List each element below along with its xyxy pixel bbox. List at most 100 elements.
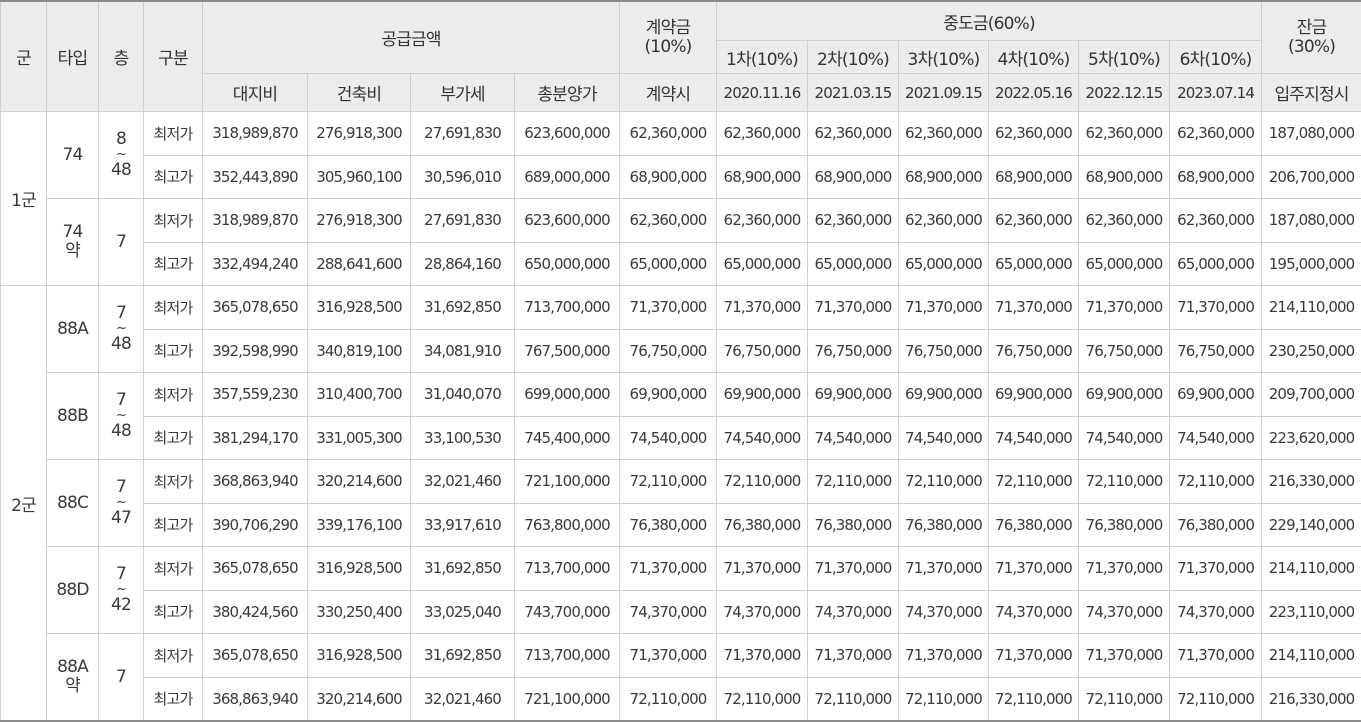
amount-contract: 62,360,000 — [620, 199, 717, 243]
header-middle-installment: 3차(10%) — [899, 41, 989, 74]
amount-m4: 71,370,000 — [989, 547, 1079, 591]
amount-contract: 76,750,000 — [620, 329, 717, 373]
amount-m2: 74,540,000 — [808, 416, 899, 460]
amount-m5: 74,370,000 — [1079, 590, 1170, 634]
amount-m5: 71,370,000 — [1079, 547, 1170, 591]
amount-land: 390,706,290 — [203, 503, 308, 547]
amount-m4: 68,900,000 — [989, 155, 1079, 199]
amount-build: 316,928,500 — [308, 634, 411, 678]
floor-cell: 7 — [99, 634, 144, 722]
amount-balance: 229,140,000 — [1262, 503, 1361, 547]
amount-vat: 31,692,850 — [411, 286, 515, 330]
amount-m3: 74,370,000 — [899, 590, 989, 634]
amount-m6: 76,380,000 — [1170, 503, 1262, 547]
amount-land: 332,494,240 — [203, 242, 308, 286]
amount-balance: 214,110,000 — [1262, 547, 1361, 591]
type-cell: 74 — [47, 112, 99, 199]
amount-m2: 74,370,000 — [808, 590, 899, 634]
type-suffix: 약 — [47, 677, 98, 696]
header-supply-column: 대지비 — [203, 74, 308, 112]
header-floor: 층 — [99, 1, 144, 112]
amount-land: 380,424,560 — [203, 590, 308, 634]
amount-m3: 72,110,000 — [899, 677, 989, 721]
floor-cell: 7~48 — [99, 286, 144, 373]
amount-m2: 65,000,000 — [808, 242, 899, 286]
floor-cell: 8~48 — [99, 112, 144, 199]
amount-land: 392,598,990 — [203, 329, 308, 373]
header-middle-date: 2022.05.16 — [989, 74, 1079, 112]
header-balance-title: 잔금 — [1262, 19, 1361, 38]
amount-contract: 71,370,000 — [620, 547, 717, 591]
header-middle-date: 2022.12.15 — [1079, 74, 1170, 112]
header-contract-timing: 계약시 — [620, 74, 717, 112]
type-cell: 88C — [47, 460, 99, 547]
amount-balance: 214,110,000 — [1262, 286, 1361, 330]
floor-from: 7 — [99, 233, 143, 252]
amount-total: 650,000,000 — [515, 242, 620, 286]
amount-build: 288,641,600 — [308, 242, 411, 286]
amount-contract: 74,540,000 — [620, 416, 717, 460]
amount-total: 713,700,000 — [515, 286, 620, 330]
floor-from: 7 — [99, 668, 143, 687]
amount-m2: 71,370,000 — [808, 547, 899, 591]
floor-cell: 7~48 — [99, 373, 144, 460]
amount-m1: 71,370,000 — [717, 634, 808, 678]
header-balance-rate: (30%) — [1262, 38, 1361, 57]
amount-m6: 62,360,000 — [1170, 199, 1262, 243]
amount-m3: 71,370,000 — [899, 286, 989, 330]
amount-m6: 71,370,000 — [1170, 286, 1262, 330]
amount-m2: 62,360,000 — [808, 199, 899, 243]
amount-m5: 62,360,000 — [1079, 112, 1170, 156]
amount-m3: 71,370,000 — [899, 547, 989, 591]
price-kind: 최고가 — [144, 242, 203, 286]
type-label: 88A — [47, 320, 98, 339]
amount-m6: 68,900,000 — [1170, 155, 1262, 199]
amount-m3: 65,000,000 — [899, 242, 989, 286]
amount-m2: 72,110,000 — [808, 677, 899, 721]
amount-m3: 62,360,000 — [899, 112, 989, 156]
floor-to: 48 — [99, 422, 143, 441]
amount-m1: 69,900,000 — [717, 373, 808, 417]
amount-m6: 72,110,000 — [1170, 460, 1262, 504]
amount-build: 310,400,700 — [308, 373, 411, 417]
amount-total: 743,700,000 — [515, 590, 620, 634]
amount-m3: 74,540,000 — [899, 416, 989, 460]
amount-m1: 74,540,000 — [717, 416, 808, 460]
header-middle-installment: 6차(10%) — [1170, 41, 1262, 74]
header-type: 타입 — [47, 1, 99, 112]
amount-vat: 31,040,070 — [411, 373, 515, 417]
amount-m4: 62,360,000 — [989, 112, 1079, 156]
amount-land: 352,443,890 — [203, 155, 308, 199]
amount-m4: 76,380,000 — [989, 503, 1079, 547]
header-middle-installment: 1차(10%) — [717, 41, 808, 74]
type-label: 88B — [47, 407, 98, 426]
amount-m2: 62,360,000 — [808, 112, 899, 156]
floor-cell: 7~47 — [99, 460, 144, 547]
header-group: 군 — [1, 1, 47, 112]
amount-vat: 31,692,850 — [411, 547, 515, 591]
amount-m6: 65,000,000 — [1170, 242, 1262, 286]
amount-m1: 71,370,000 — [717, 547, 808, 591]
header-contract-rate: (10%) — [620, 38, 716, 57]
amount-contract: 62,360,000 — [620, 112, 717, 156]
amount-m4: 74,370,000 — [989, 590, 1079, 634]
amount-total: 721,100,000 — [515, 460, 620, 504]
amount-contract: 69,900,000 — [620, 373, 717, 417]
header-middle-date: 2023.07.14 — [1170, 74, 1262, 112]
amount-m5: 76,380,000 — [1079, 503, 1170, 547]
type-label: 74 — [47, 146, 98, 165]
amount-build: 316,928,500 — [308, 286, 411, 330]
amount-vat: 34,081,910 — [411, 329, 515, 373]
amount-balance: 230,250,000 — [1262, 329, 1361, 373]
amount-contract: 65,000,000 — [620, 242, 717, 286]
amount-m1: 65,000,000 — [717, 242, 808, 286]
amount-land: 365,078,650 — [203, 286, 308, 330]
amount-m1: 76,750,000 — [717, 329, 808, 373]
header-supply: 공급금액 — [203, 1, 620, 74]
amount-balance: 223,110,000 — [1262, 590, 1361, 634]
